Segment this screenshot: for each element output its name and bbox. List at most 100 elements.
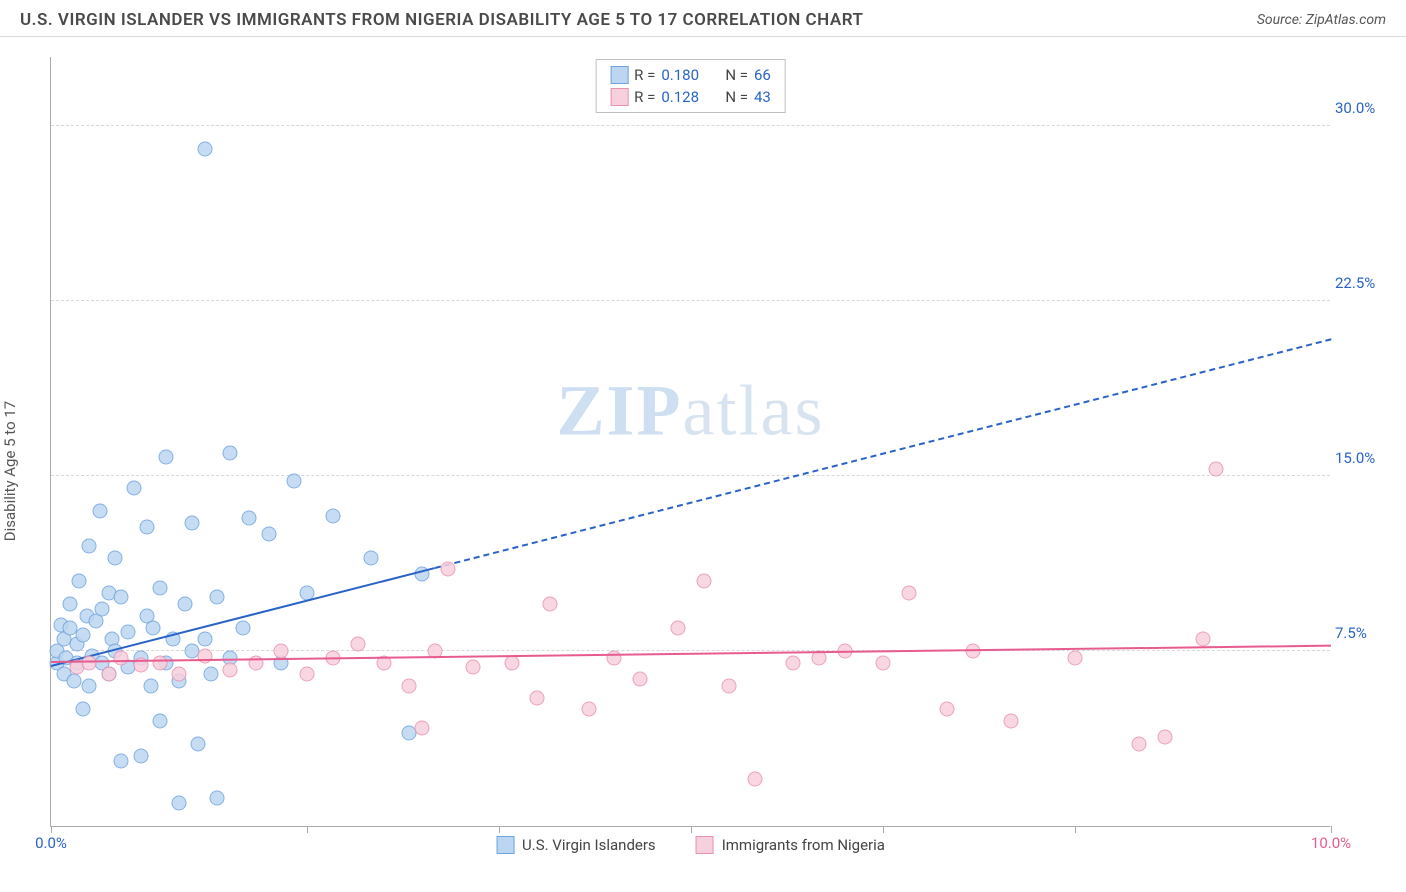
scatter-point-nigeria [152, 655, 167, 670]
scatter-point-nigeria [876, 655, 891, 670]
scatter-point-nigeria [632, 672, 647, 687]
chart-header: U.S. VIRGIN ISLANDER VS IMMIGRANTS FROM … [0, 0, 1406, 37]
scatter-point-nigeria [1068, 651, 1083, 666]
scatter-point-usvi [197, 142, 212, 157]
legend-series-label: U.S. Virgin Islanders [522, 836, 656, 854]
scatter-point-nigeria [530, 690, 545, 705]
scatter-point-nigeria [696, 574, 711, 589]
legend-swatch [496, 836, 514, 854]
legend-swatch [610, 66, 628, 84]
legend-correlation: R = 0.180 N = 66 R = 0.128 N = 43 [595, 59, 786, 113]
scatter-point-usvi [204, 667, 219, 682]
watermark: ZIPatlas [557, 369, 825, 452]
y-tick-label: 22.5% [1335, 274, 1390, 292]
scatter-point-usvi [364, 550, 379, 565]
scatter-point-usvi [95, 602, 110, 617]
scatter-point-usvi [67, 674, 82, 689]
scatter-point-usvi [210, 791, 225, 806]
x-tick [51, 826, 52, 833]
x-tick-label: 0.0% [35, 834, 67, 852]
scatter-point-usvi [140, 520, 155, 535]
scatter-point-usvi [242, 511, 257, 526]
y-tick-label: 7.5% [1335, 624, 1390, 642]
scatter-point-nigeria [466, 660, 481, 675]
chart-source: Source: ZipAtlas.com [1257, 12, 1386, 28]
y-tick-label: 30.0% [1335, 99, 1390, 117]
scatter-point-usvi [76, 627, 91, 642]
scatter-point-usvi [133, 749, 148, 764]
scatter-point-usvi [152, 714, 167, 729]
legend-series-item-usvi: U.S. Virgin Islanders [496, 836, 656, 854]
legend-R-label: R = [634, 66, 655, 84]
gridline-h [51, 125, 1330, 126]
legend-R-label: R = [634, 88, 655, 106]
scatter-point-usvi [191, 737, 206, 752]
scatter-point-usvi [261, 527, 276, 542]
scatter-point-nigeria [440, 562, 455, 577]
legend-corr-row-usvi: R =0.180N =66 [610, 64, 771, 86]
x-tick [307, 826, 308, 833]
scatter-point-usvi [146, 620, 161, 635]
scatter-point-nigeria [101, 667, 116, 682]
legend-R-value: 0.128 [661, 88, 711, 106]
trendline-dashed [435, 339, 1331, 570]
scatter-point-nigeria [504, 655, 519, 670]
legend-corr-row-nigeria: R = 0.128 N = 43 [610, 86, 771, 108]
chart-container: Disability Age 5 to 17 ZIPatlas R = 0.180… [0, 37, 1406, 887]
scatter-point-usvi [72, 574, 87, 589]
scatter-point-usvi [223, 445, 238, 460]
scatter-point-usvi [76, 702, 91, 717]
gridline-h [51, 650, 1330, 651]
scatter-point-nigeria [786, 655, 801, 670]
legend-N-value: 43 [754, 88, 771, 106]
scatter-point-usvi [127, 480, 142, 495]
x-tick-label: 10.0% [1311, 834, 1351, 852]
scatter-point-usvi [92, 504, 107, 519]
scatter-point-usvi [172, 795, 187, 810]
x-tick [883, 826, 884, 833]
scatter-point-usvi [178, 597, 193, 612]
scatter-point-usvi [114, 590, 129, 605]
scatter-point-usvi [197, 632, 212, 647]
scatter-point-nigeria [351, 637, 366, 652]
y-axis-label: Disability Age 5 to 17 [1, 401, 19, 541]
legend-N-label: N = [725, 88, 748, 106]
scatter-point-usvi [210, 590, 225, 605]
scatter-point-nigeria [940, 702, 955, 717]
legend-N-value: 66 [754, 66, 771, 84]
scatter-point-nigeria [1004, 714, 1019, 729]
y-tick-label: 15.0% [1335, 449, 1390, 467]
gridline-h [51, 475, 1330, 476]
scatter-point-nigeria [300, 667, 315, 682]
scatter-point-nigeria [1196, 632, 1211, 647]
scatter-point-usvi [82, 539, 97, 554]
scatter-point-nigeria [722, 679, 737, 694]
trendline-solid [51, 567, 435, 667]
legend-series-item-nigeria: Immigrants from Nigeria [696, 836, 885, 854]
scatter-point-usvi [108, 550, 123, 565]
legend-swatch [696, 836, 714, 854]
scatter-point-nigeria [901, 585, 916, 600]
x-tick [1331, 826, 1332, 833]
scatter-point-nigeria [1132, 737, 1147, 752]
scatter-point-usvi [82, 679, 97, 694]
scatter-point-nigeria [274, 644, 289, 659]
scatter-point-usvi [184, 515, 199, 530]
scatter-point-nigeria [1157, 730, 1172, 745]
scatter-point-usvi [63, 597, 78, 612]
legend-R-value: 0.180 [661, 66, 711, 84]
scatter-point-usvi [325, 508, 340, 523]
legend-series-label: Immigrants from Nigeria [722, 836, 885, 854]
scatter-point-usvi [152, 581, 167, 596]
scatter-point-nigeria [402, 679, 417, 694]
scatter-point-nigeria [543, 597, 558, 612]
x-tick [1075, 826, 1076, 833]
chart-title: U.S. VIRGIN ISLANDER VS IMMIGRANTS FROM … [20, 10, 863, 30]
scatter-point-usvi [143, 679, 158, 694]
scatter-point-usvi [114, 753, 129, 768]
plot-area: ZIPatlas R =0.180N =66R =0.128N =43 U.S.… [50, 57, 1330, 827]
trendline-solid [51, 644, 1331, 662]
scatter-point-usvi [236, 620, 251, 635]
scatter-point-nigeria [223, 662, 238, 677]
scatter-point-nigeria [671, 620, 686, 635]
